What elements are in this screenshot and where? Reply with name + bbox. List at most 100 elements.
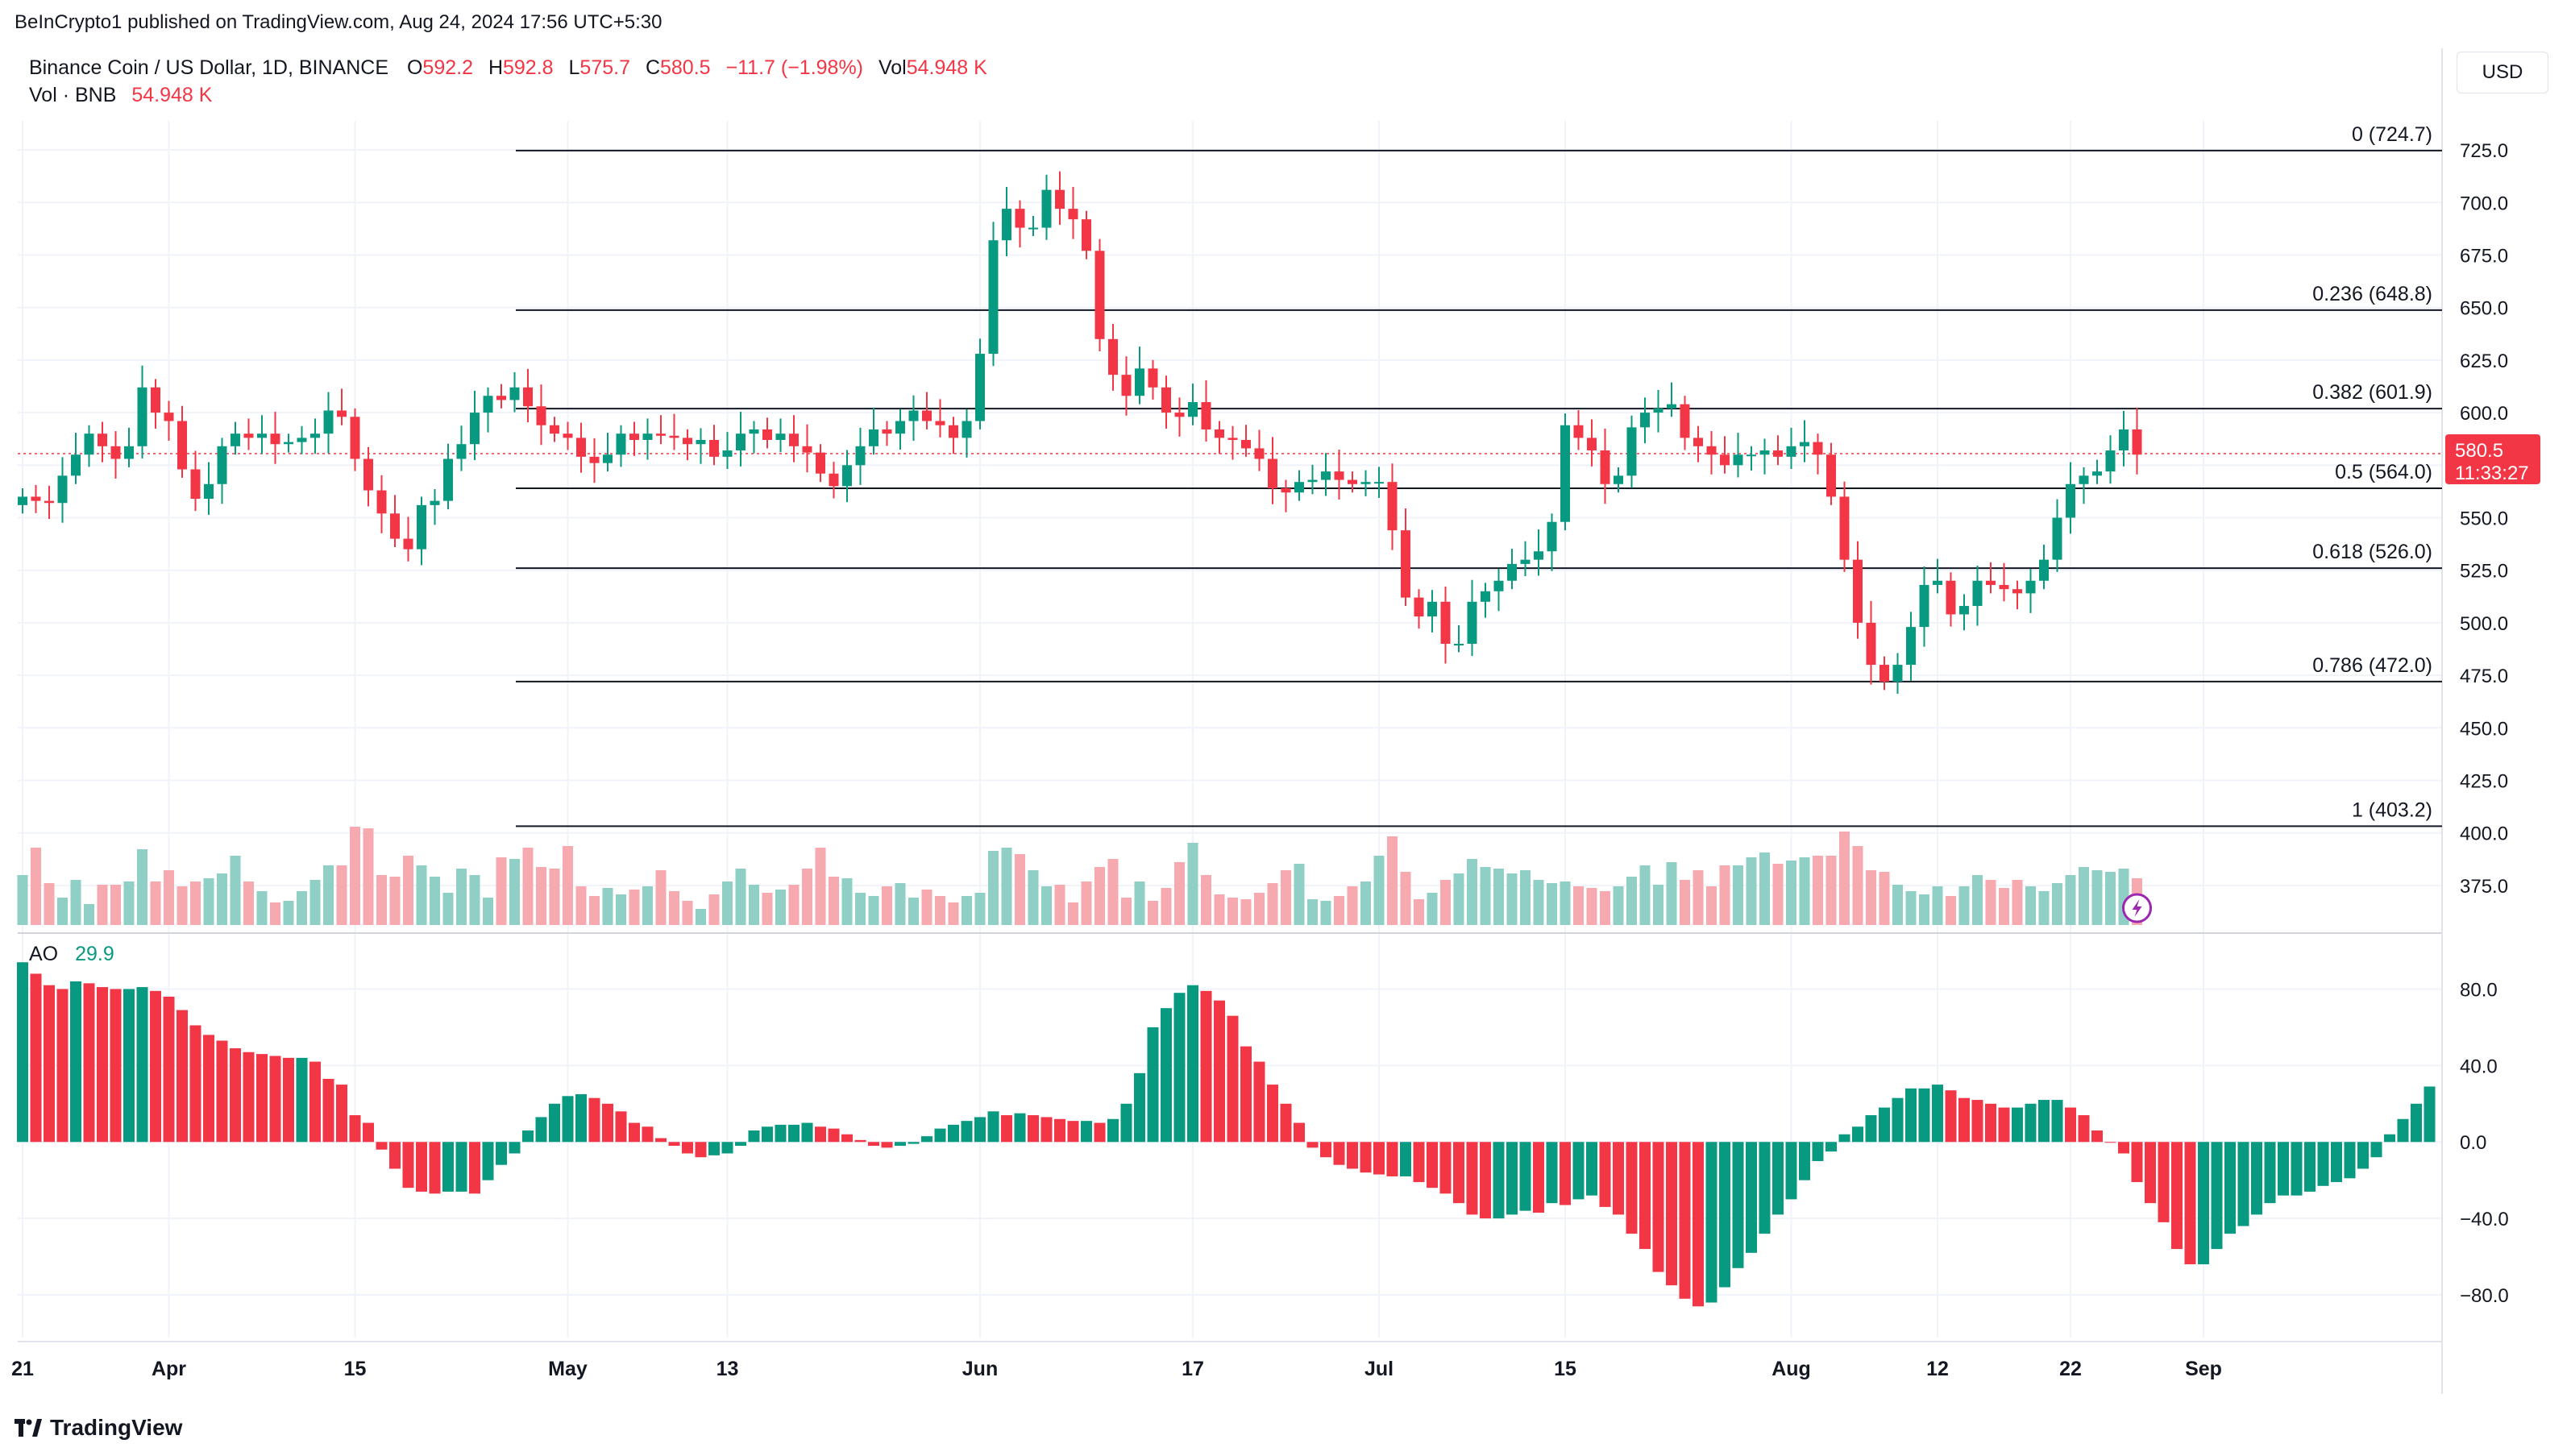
candle-body [1986,580,1996,585]
volume-bar [575,886,587,925]
candle-body [1041,189,1052,228]
ao-bar [1519,1142,1531,1211]
volume-bar [642,886,653,925]
ao-bar [44,985,55,1143]
ao-bar [721,1142,733,1154]
volume-bar [948,902,959,925]
ao-bar [1958,1097,1970,1143]
volume-bar [1680,880,1690,925]
vol-value: 54.948 K [906,56,987,79]
ao-bar [1147,1027,1159,1143]
ao-bar [2104,1142,2116,1143]
volume-bar [655,870,667,925]
volume-bar [1121,898,1132,925]
ao-bar [1347,1142,1358,1169]
ao-bar [2291,1142,2303,1196]
ao-bar [948,1124,959,1143]
volume-bar [1586,888,1597,925]
symbol-title: Binance Coin / US Dollar, 1D, BINANCE [29,56,389,79]
currency-selector[interactable]: USD [2457,52,2548,93]
volume-bar [1932,886,1943,925]
volume-bar [1453,873,1464,925]
volume-bar [775,890,786,925]
volume-legend: Vol · BNB 54.948 K [29,84,212,107]
volume-bar [150,881,161,925]
ao-bar [1067,1121,1079,1143]
tradingview-logo-text: TradingView [50,1415,183,1440]
ao-axis-label: 80.0 [2460,979,2498,1001]
candle-body [297,438,307,442]
ao-bar [296,1057,308,1143]
volume-bar [1839,832,1850,925]
volume-bar [1387,836,1398,925]
volume-bar [1879,872,1890,925]
candle-body [1773,450,1783,457]
volume-bar [243,881,254,925]
volume-bar [1626,877,1637,925]
volume-bar [1134,881,1145,925]
volume-bar [403,856,413,925]
candle-body [802,446,812,453]
candle-body [2052,517,2062,560]
price-axis-label: 425.0 [2460,771,2508,793]
candle-body [935,421,945,425]
volume-bar [44,883,55,925]
candle-body [642,433,653,440]
volume-bar [1852,846,1863,925]
candle-body [842,465,852,487]
candle-body [576,438,586,457]
ao-bar [2065,1107,2076,1143]
volume-bar [974,893,986,925]
ao-bar [1932,1085,1943,1143]
volume-bar [616,894,626,925]
volume-bar [1015,854,1025,925]
candle-body [589,456,600,463]
volume-bar [469,875,480,925]
candle-body [1800,442,1809,446]
volume-bar [297,891,307,925]
volume-bar [483,898,493,925]
ao-bar [1560,1142,1571,1205]
candle-body [390,513,400,539]
volume-bar [895,883,906,925]
volume-bar [389,877,401,925]
ao-bar [1985,1103,1996,1143]
volume-bar [815,848,826,925]
candle-body [1733,454,1743,466]
candle-body [1653,408,1663,413]
candle-body [1693,438,1703,446]
candle-body [483,396,493,413]
ao-bar [256,1054,268,1143]
time-axis-label: Jul [1364,1358,1393,1380]
candle-body [376,490,387,514]
tradingview-logo[interactable]: TradingView [15,1415,182,1441]
candle-body [190,469,201,500]
ao-bar [336,1085,347,1143]
ao-bar [309,1061,321,1143]
ao-bar [389,1142,401,1169]
ao-bar [2397,1118,2409,1143]
ao-bar [987,1111,999,1143]
time-axis-label: Apr [152,1358,186,1380]
ao-bar [1626,1142,1638,1234]
ao-bar [83,983,95,1143]
ao-bar [56,989,69,1143]
volume-bar [868,896,879,925]
ao-bar [349,1115,361,1143]
volume-bar [256,891,268,925]
candle-body [1174,413,1185,417]
volume-bar [1985,880,1996,925]
ao-bar [1892,1097,1904,1143]
candle-body [2119,429,2129,451]
ao-bar [881,1142,893,1148]
time-axis-label: 21 [11,1358,34,1380]
volume-bar [1148,901,1158,925]
ao-bar [1294,1122,1305,1143]
candle-body [789,433,799,446]
volume-bar [1547,883,1557,925]
ao-bar [1599,1142,1611,1207]
publish-caption: BeInCrypto1 published on TradingView.com… [15,11,662,33]
volume-bar [57,898,68,925]
last-price-value: 580.5 [2455,440,2503,462]
candle-body [616,433,626,455]
